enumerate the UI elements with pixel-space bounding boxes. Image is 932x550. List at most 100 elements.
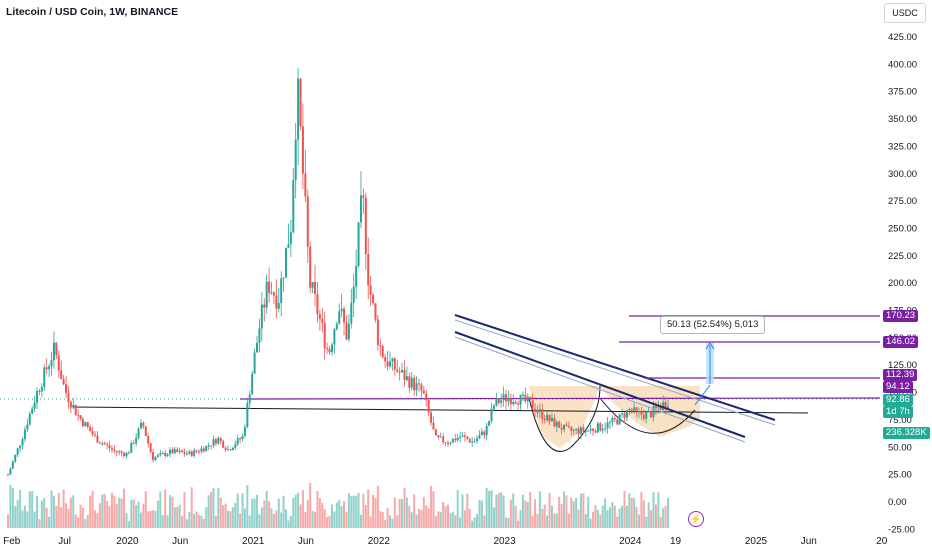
candle-body (323, 322, 326, 349)
volume-bar (667, 498, 669, 528)
candle-body (372, 294, 375, 304)
candle-body (197, 451, 200, 453)
candle-body (234, 444, 237, 448)
candle-body (132, 442, 135, 444)
candle-body (108, 445, 111, 449)
lightning-icon[interactable]: ⚡ (688, 511, 704, 527)
volume-bar (323, 509, 326, 528)
candle-body (282, 277, 285, 279)
candle-body (575, 428, 578, 430)
candle-body (181, 450, 184, 453)
candle-body (500, 400, 503, 404)
candle-body (125, 452, 128, 456)
candle-body (507, 398, 510, 402)
volume-bar (72, 495, 75, 528)
time-tick-label: 2022 (368, 536, 391, 547)
price-tick-label: 100.00 (888, 388, 917, 399)
price-tick-label: 425.00 (888, 32, 917, 43)
time-tick-label: 2023 (493, 536, 516, 547)
cup-curve (528, 385, 601, 452)
volume-bar (147, 511, 150, 528)
candle-body (311, 282, 314, 288)
candle-body (584, 430, 587, 432)
volume-bar (224, 503, 227, 528)
candle-body (26, 424, 29, 430)
volume-bar (447, 504, 449, 528)
volume-bar (548, 492, 551, 528)
volume-bar (488, 490, 491, 528)
candle-body (577, 428, 580, 434)
candle-body (589, 428, 592, 431)
candle-body (103, 443, 106, 445)
candle-body (543, 418, 546, 421)
candle-body (386, 361, 389, 367)
candle-body (398, 371, 401, 373)
candle-body (43, 367, 46, 387)
volume-bar (476, 513, 479, 528)
candle-body (621, 413, 624, 415)
candle-body (137, 428, 140, 438)
volume-bar (115, 503, 118, 528)
candle-body (287, 244, 290, 248)
candle-body (529, 396, 532, 400)
candle-body (413, 377, 416, 391)
candle-body (55, 342, 58, 356)
volume-bar (415, 514, 418, 528)
candle-body (127, 452, 130, 454)
volume-bar (263, 500, 266, 528)
candle-body (476, 438, 479, 442)
volume-bar (403, 488, 406, 528)
candle-body (65, 384, 68, 393)
volume-bar (471, 520, 474, 528)
volume-bar (304, 511, 307, 528)
volume-bar (84, 519, 87, 528)
candle-body (637, 411, 640, 413)
volume-bar (485, 488, 488, 528)
candle-body (123, 452, 126, 456)
time-tick-label: 2021 (242, 536, 265, 547)
cup-handle-pattern (529, 386, 700, 448)
volume-bar (618, 508, 621, 528)
candle-body (166, 454, 169, 456)
candle-body (142, 422, 145, 427)
candle-body (410, 377, 413, 388)
candle-body (635, 407, 638, 412)
candle-body (555, 421, 558, 427)
price-tick-label: 50.00 (888, 442, 912, 453)
volume-bar (168, 495, 171, 528)
price-tick-label: 75.00 (888, 415, 912, 426)
candle-body (417, 383, 420, 385)
volume-bar (139, 512, 142, 528)
volume-bar (599, 514, 602, 528)
volume-bar (113, 495, 116, 528)
candle-body (439, 436, 442, 438)
candle-body (248, 394, 251, 404)
candle-body (572, 429, 575, 431)
volume-bar (405, 497, 408, 528)
candle-body (601, 428, 604, 431)
volume-bar (280, 512, 283, 528)
volume-bar (413, 494, 416, 528)
candle-body (289, 232, 292, 245)
candle-body (314, 282, 317, 294)
candle-body (623, 413, 626, 418)
candle-body (664, 402, 667, 408)
candle-body (550, 417, 553, 422)
candle-body (388, 361, 391, 367)
candle-body (657, 407, 660, 409)
volume-bar (396, 515, 399, 528)
candle-body (72, 404, 75, 408)
candle-body (434, 429, 437, 436)
volume-bar (212, 488, 215, 528)
channel-lower-line (454, 331, 746, 438)
volume-bar (36, 495, 39, 528)
currency-selector[interactable]: USDC (884, 3, 926, 23)
volume-bar (417, 508, 420, 528)
candle-body (466, 436, 469, 440)
volume-bar (352, 495, 355, 528)
breakout-line (694, 384, 711, 406)
candle-body (330, 344, 333, 353)
volume-bar (587, 496, 590, 528)
volume-bar (123, 488, 126, 528)
